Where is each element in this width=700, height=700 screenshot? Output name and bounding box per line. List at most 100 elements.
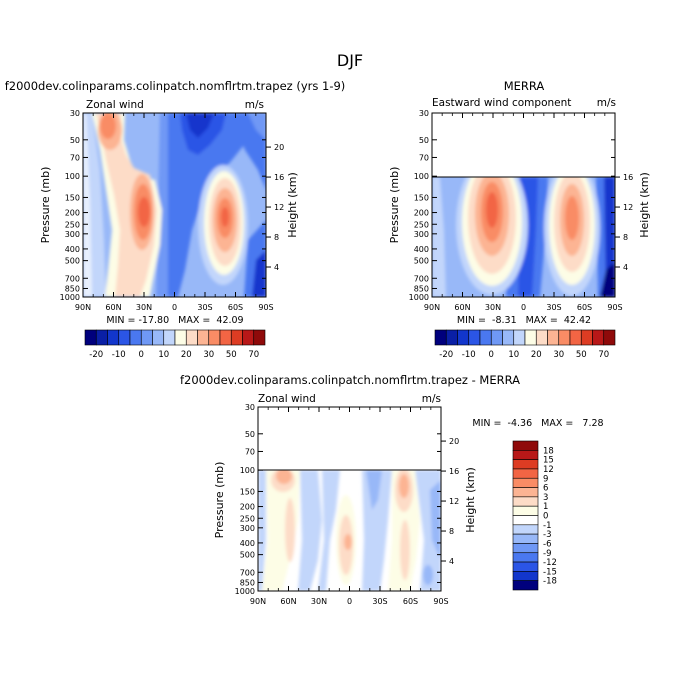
colorbar-swatch <box>512 543 539 554</box>
colorbar-swatch <box>512 450 539 460</box>
ytick-label: 500 <box>414 257 429 266</box>
colorbar-swatch <box>524 329 537 346</box>
colorbar-swatch <box>592 329 605 346</box>
colorbar-swatch <box>219 329 232 346</box>
colorbar-swatch <box>152 329 165 346</box>
xtick-label: 90S <box>258 303 273 312</box>
colorbar-swatch <box>512 533 539 544</box>
ytick-label: 1000 <box>409 293 429 302</box>
ytick-label: 250 <box>414 220 429 229</box>
colorbar-label: 50 <box>576 350 587 360</box>
y2tick-label: 16 <box>623 173 633 182</box>
ytick-label: 850 <box>240 578 255 587</box>
ytick-label: 700 <box>65 274 80 283</box>
colorbar-label: 0 <box>139 350 144 360</box>
colorbar-swatch <box>512 552 539 563</box>
ylabel-difference: Pressure (mb) <box>213 462 226 539</box>
ytick-label: 150 <box>240 487 255 496</box>
colorbar-label: 30 <box>203 350 214 360</box>
y2tick-label: 4 <box>274 263 279 272</box>
axes-model: 3050701001502002503004005007008501000481… <box>60 109 285 312</box>
xtick-label: 60N <box>105 303 121 312</box>
colorbar-swatch <box>107 329 120 346</box>
y2tick-label: 16 <box>274 173 284 182</box>
ytick-label: 30 <box>419 109 429 118</box>
units-model: m/s <box>245 99 264 111</box>
stats-difference: MIN = -4.36 MAX = 7.28 <box>472 418 603 429</box>
xtick-label: 30S <box>546 303 561 312</box>
contour-fill-model <box>83 113 266 297</box>
contour-fill-difference <box>258 470 441 591</box>
colorbar-swatch <box>512 571 539 581</box>
y2label-model: Height (km) <box>286 172 299 238</box>
colorbar-swatch <box>242 329 255 346</box>
colorbar-swatch <box>512 440 539 451</box>
colorbar-swatch <box>547 329 560 346</box>
ytick-label: 300 <box>414 230 429 239</box>
y2tick-label: 20 <box>449 437 459 446</box>
ytick-label: 400 <box>65 245 80 254</box>
colorbar-label: -3 <box>543 530 551 540</box>
colorbar-label: -12 <box>543 558 557 568</box>
ytick-label: 250 <box>65 220 80 229</box>
colorbar-label: -10 <box>112 350 126 360</box>
axes-difference: 3050701001502002503004005007008501000481… <box>235 403 460 606</box>
model-title: f2000dev.colinparams.colinpatch.nomflrtm… <box>5 79 346 93</box>
colorbar-label: 10 <box>158 350 169 360</box>
colorbar-swatch <box>603 329 616 346</box>
diff-title: f2000dev.colinparams.colinpatch.nomflrtm… <box>180 373 520 387</box>
y2tick-label: 20 <box>274 143 284 152</box>
colorbar-label: -6 <box>543 539 551 549</box>
colorbar-swatch <box>140 329 153 346</box>
colorbar-label: 0 <box>489 350 494 360</box>
xtick-label: 60N <box>280 597 296 606</box>
colorbar-label: -1 <box>543 521 551 531</box>
y2tick-label: 8 <box>623 233 628 242</box>
colorbar-label: 9 <box>543 474 548 484</box>
colorbar-swatch <box>479 329 492 346</box>
xtick-label: 0 <box>521 303 526 312</box>
ytick-label: 50 <box>245 430 255 439</box>
colorbar-swatch <box>95 329 108 346</box>
colorbar-label: 1 <box>543 502 548 512</box>
ytick-label: 70 <box>70 153 80 162</box>
colorbar-swatch <box>558 329 571 346</box>
ytick-label: 300 <box>240 524 255 533</box>
ytick-label: 150 <box>414 193 429 202</box>
ytick-label: 200 <box>240 503 255 512</box>
colorbar-label: 6 <box>543 484 548 494</box>
ytick-label: 30 <box>245 403 255 412</box>
colorbar-swatch <box>512 487 539 498</box>
panel-difference: 3050701001502002503004005007008501000481… <box>213 393 604 606</box>
ytick-label: 30 <box>70 109 80 118</box>
colorbar-swatch <box>230 329 243 346</box>
colorbar-swatch <box>445 329 458 346</box>
colorbar-swatch <box>163 329 176 346</box>
colorbar-label: 70 <box>598 350 609 360</box>
y2tick-label: 16 <box>449 467 459 476</box>
colorbar-model: -20 -10 0 10 20 30 50 70 <box>84 329 266 360</box>
colorbar-label: -20 <box>439 350 453 360</box>
ytick-label: 150 <box>65 193 80 202</box>
field-label-obs: Eastward wind component <box>432 97 571 109</box>
ytick-label: 700 <box>240 568 255 577</box>
stats-model: MIN = -17.80 MAX = 42.09 <box>106 315 243 326</box>
colorbar-label: 15 <box>543 456 554 466</box>
colorbar-swatch <box>580 329 593 346</box>
colorbar-swatch <box>535 329 548 346</box>
xtick-label: 30S <box>197 303 212 312</box>
ytick-label: 250 <box>240 514 255 523</box>
y2tick-label: 4 <box>623 263 628 272</box>
colorbar-swatch <box>512 468 539 479</box>
colorbar-label: 12 <box>543 465 554 475</box>
colorbar-label: 30 <box>553 350 564 360</box>
obs-title: MERRA <box>504 79 545 93</box>
ytick-label: 50 <box>419 136 429 145</box>
ytick-label: 400 <box>240 539 255 548</box>
xtick-label: 60S <box>403 597 418 606</box>
colorbar-label: 10 <box>508 350 519 360</box>
colorbar-swatch <box>129 329 142 346</box>
xtick-label: 90S <box>433 597 448 606</box>
